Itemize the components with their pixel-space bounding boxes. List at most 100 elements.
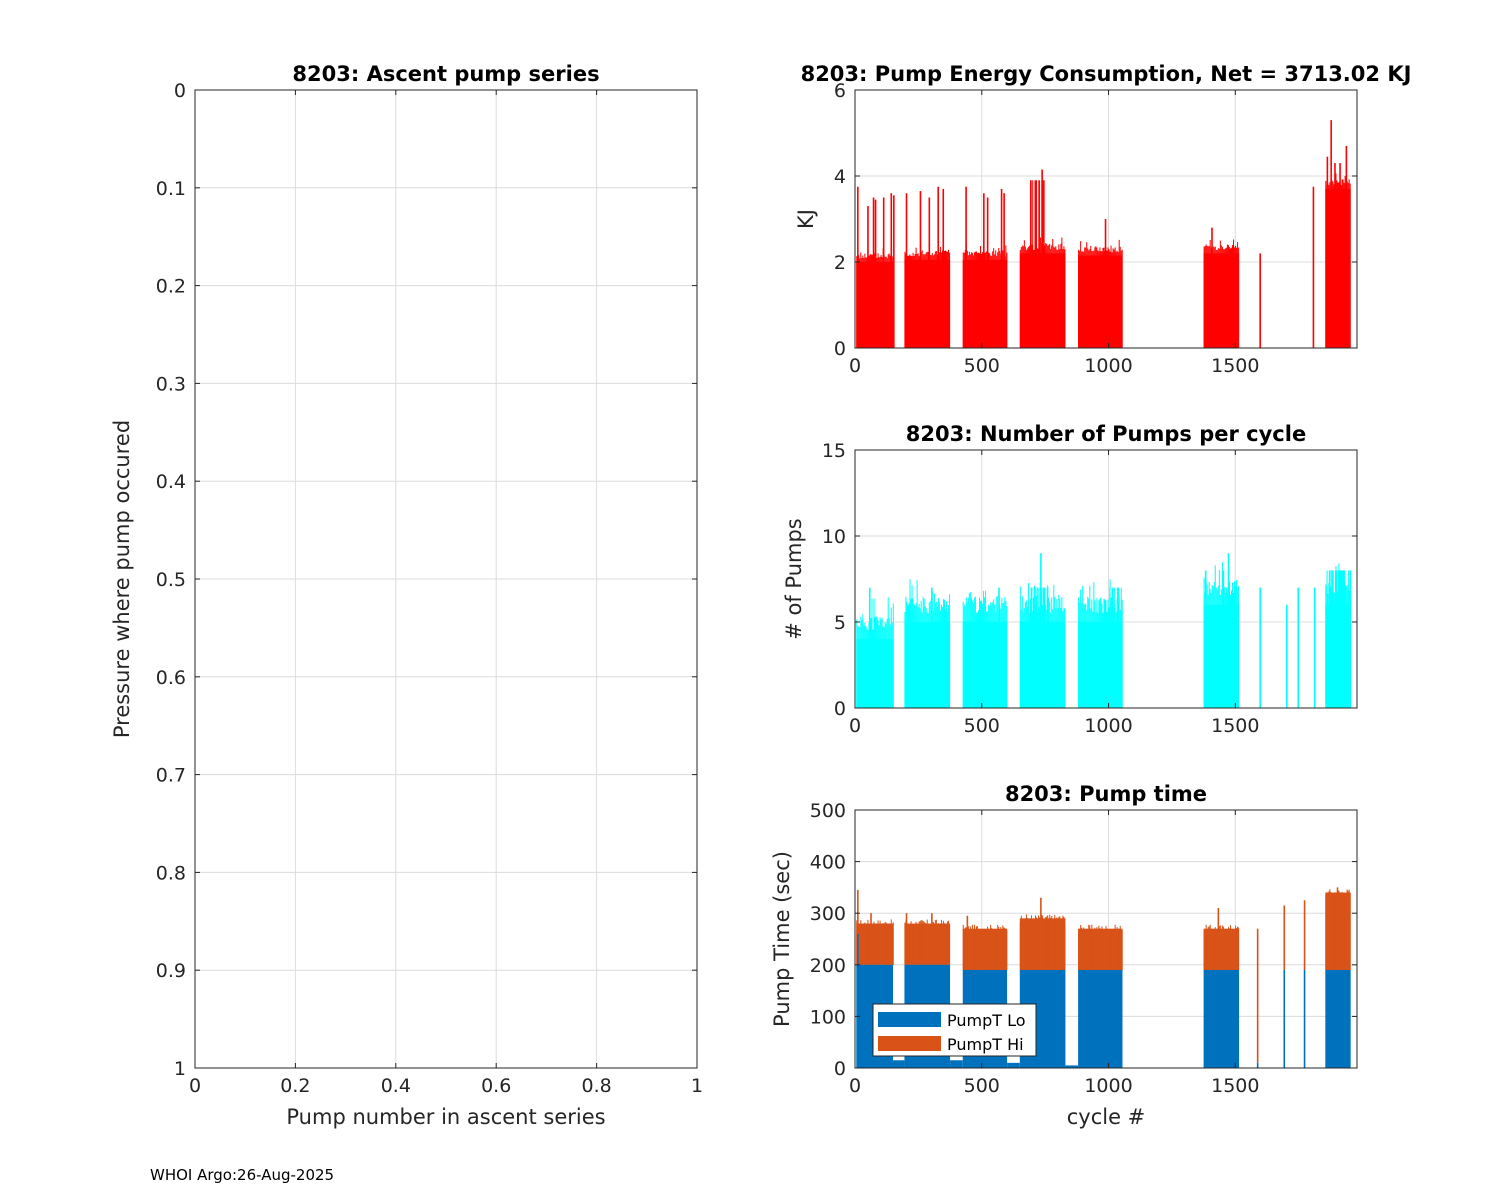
- bar-spike: [986, 197, 989, 348]
- bar-hi: [915, 921, 917, 965]
- bar-lo: [950, 1060, 963, 1068]
- bar-block: [904, 579, 951, 708]
- bar-hi: [1206, 932, 1208, 970]
- bar-hi: [1019, 922, 1021, 970]
- bar-spike: [857, 186, 859, 348]
- bar-lo-spike: [1040, 969, 1042, 1068]
- bar: [1039, 180, 1041, 348]
- bar-hi: [1053, 922, 1055, 970]
- bar-hi: [883, 924, 885, 965]
- bar-hi: [911, 924, 913, 965]
- bar-hi: [871, 925, 873, 965]
- bar: [1347, 570, 1349, 708]
- bar-hi: [1039, 917, 1041, 970]
- bar: [1041, 587, 1043, 708]
- bar-hi: [995, 929, 997, 970]
- bar-spike: [928, 197, 931, 348]
- bar-hi: [1115, 932, 1117, 970]
- bar-hi: [1227, 927, 1229, 970]
- bar-hi: [884, 921, 886, 965]
- bar: [1334, 570, 1336, 708]
- legend-label: PumpT Hi: [947, 1035, 1024, 1054]
- x-tick-label: 1000: [1084, 355, 1132, 377]
- bar-hi: [1045, 917, 1047, 970]
- bar-hi: [934, 920, 936, 965]
- bar-hi: [989, 931, 991, 970]
- bar-hi: [922, 920, 924, 965]
- x-axis-label: cycle #: [1067, 1105, 1146, 1129]
- bar: [1342, 570, 1344, 708]
- bar-hi: [889, 927, 891, 965]
- bar-hi: [1051, 916, 1053, 970]
- bar-spike: [1330, 120, 1332, 348]
- bar-block: [856, 597, 894, 708]
- bar-hi: [981, 930, 983, 970]
- y-tick-label: 1: [174, 1058, 186, 1080]
- bar-hi: [1236, 928, 1238, 970]
- bar-hi: [1046, 916, 1048, 970]
- bar-hi: [892, 922, 894, 965]
- bar-hi: [882, 923, 884, 965]
- data-layer: [856, 120, 1351, 348]
- bar-hi: [1216, 931, 1218, 970]
- bar: [1109, 587, 1111, 708]
- bar-hi: [928, 925, 930, 965]
- bar-hi: [1027, 919, 1029, 970]
- bar-hi: [1028, 919, 1030, 970]
- bar-spike: [882, 197, 885, 348]
- chart-title: 8203: Pump time: [1005, 782, 1207, 806]
- bar-hi: [1204, 930, 1206, 970]
- bar-hi: [1031, 918, 1033, 970]
- bar-lo-spike: [1283, 969, 1286, 1068]
- bar-hi: [971, 924, 973, 970]
- bar-hi: [1225, 931, 1227, 970]
- bar: [962, 622, 1008, 708]
- bar-hi: [939, 927, 941, 965]
- bar-hi: [985, 931, 987, 970]
- bar-hi: [945, 924, 947, 965]
- y-tick-label: 10: [822, 526, 846, 548]
- bar-hi: [1119, 925, 1121, 970]
- bar-hi: [1080, 925, 1082, 970]
- bar: [1042, 180, 1044, 348]
- bar-hi: [921, 920, 923, 965]
- bar-spike: [868, 587, 871, 708]
- bar-lo-spike: [870, 964, 872, 1068]
- bar-block: [1109, 587, 1122, 708]
- bar-hi: [862, 924, 864, 965]
- bar-hi: [1059, 916, 1061, 970]
- bar-spike: [1313, 587, 1316, 708]
- chart-title: 8203: Number of Pumps per cycle: [906, 422, 1306, 446]
- bar-hi: [965, 927, 967, 970]
- bar-hi: [910, 921, 912, 965]
- bar-hi: [1342, 893, 1344, 970]
- bar-hi-spike: [931, 913, 933, 965]
- bar-hi: [963, 931, 965, 970]
- bar: [1046, 587, 1048, 708]
- bar-spike: [1297, 587, 1300, 708]
- bar-hi: [1021, 922, 1023, 970]
- bar-spike: [931, 587, 933, 708]
- bar-hi: [1108, 931, 1110, 970]
- bar-hi: [1210, 928, 1212, 970]
- bar-spike: [983, 193, 985, 348]
- bar-hi: [1234, 931, 1236, 970]
- y-tick-label: 0: [834, 1058, 846, 1080]
- bar-hi: [1344, 895, 1346, 970]
- bar-hi: [877, 920, 879, 965]
- bar: [1112, 587, 1114, 708]
- bar-hi: [1214, 927, 1216, 970]
- bar-spike: [942, 188, 945, 348]
- bar-hi: [919, 920, 921, 965]
- bar-hi: [1026, 917, 1028, 970]
- bar-hi: [1003, 927, 1005, 970]
- bar-hi: [1235, 925, 1237, 970]
- bar-spike: [1003, 193, 1005, 348]
- bar-hi: [1035, 915, 1037, 970]
- bar-hi: [1221, 925, 1223, 970]
- y-tick-label: 300: [810, 903, 846, 925]
- bar-block: [1078, 239, 1123, 348]
- bar-hi: [1120, 932, 1122, 970]
- bar-hi: [1224, 932, 1226, 970]
- bar-hi: [983, 932, 985, 970]
